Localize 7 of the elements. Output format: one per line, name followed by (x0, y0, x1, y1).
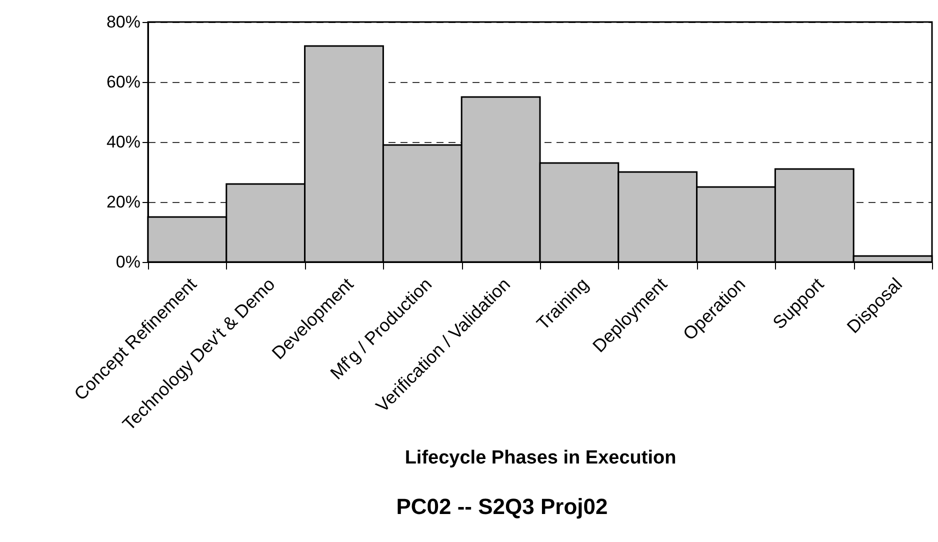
y-tick-label: 0% (116, 252, 140, 272)
y-tick-label: 20% (106, 192, 140, 212)
y-tick-label: 40% (106, 132, 140, 152)
text: PC02 -- S2Q3 Proj02 (396, 494, 608, 519)
y-tick-label: 60% (106, 72, 140, 92)
x-axis-title: Lifecycle Phases in Execution (404, 447, 676, 468)
y-tick-label: 80% (106, 12, 140, 32)
